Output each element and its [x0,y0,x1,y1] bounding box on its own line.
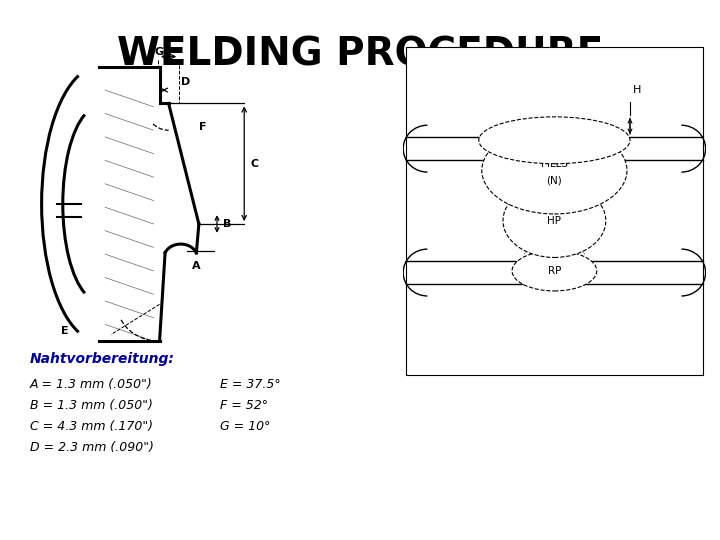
Text: E: E [61,327,69,336]
Text: FILLS: FILLS [541,159,568,168]
Ellipse shape [512,251,597,291]
Text: A = 1.3 mm (.050"): A = 1.3 mm (.050") [30,378,153,391]
Text: G = 10°: G = 10° [220,420,271,433]
Text: WELDING PROCEDURE: WELDING PROCEDURE [117,35,603,73]
Ellipse shape [482,127,627,214]
Text: RP: RP [548,266,561,276]
Text: C: C [251,159,258,168]
Ellipse shape [479,117,630,164]
Ellipse shape [503,184,606,258]
Text: A: A [192,261,200,271]
Text: CAP: CAP [544,136,564,145]
Text: H: H [633,85,642,95]
Text: D = 2.3 mm (.090"): D = 2.3 mm (.090") [30,441,154,454]
Text: E = 37.5°: E = 37.5° [220,378,281,391]
Text: C = 4.3 mm (.170"): C = 4.3 mm (.170") [30,420,153,433]
Text: F: F [199,122,207,132]
Text: F = 52°: F = 52° [220,399,268,412]
Text: B: B [223,219,231,229]
Text: B = 1.3 mm (.050"): B = 1.3 mm (.050") [30,399,153,412]
Text: D: D [181,77,190,87]
Text: HP: HP [547,215,562,226]
Text: Nahtvorbereitung:: Nahtvorbereitung: [30,352,175,366]
Text: (N): (N) [546,176,562,185]
Text: G: G [155,46,164,57]
